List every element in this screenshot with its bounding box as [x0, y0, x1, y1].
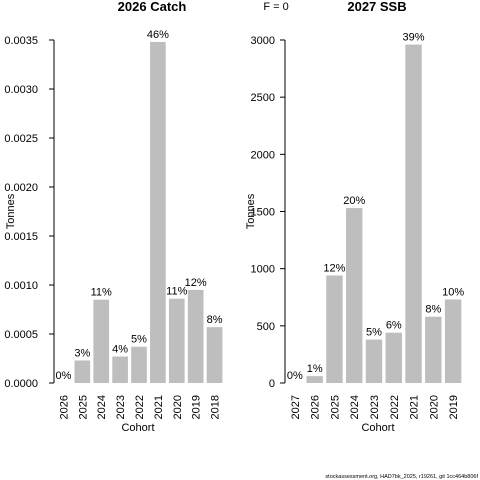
chart-1-x-tick-label-2023: 2023: [115, 395, 127, 419]
chart-2-bar-2024: [346, 208, 363, 383]
chart-2-bar-label-2026: 1%: [307, 363, 323, 375]
chart-2-bar-label-2022: 6%: [386, 320, 402, 332]
chart-1-bar-label-2019: 12%: [185, 277, 207, 289]
chart-2-title: 2027 SSB: [347, 0, 406, 14]
chart-2-bar-label-2027: 0%: [287, 370, 303, 382]
chart-2-bar-label-2019: 10%: [442, 287, 464, 299]
chart-1-y-tick-label: 0.0000: [4, 378, 38, 390]
chart-1-bar-2021: [150, 41, 166, 384]
chart-2-y-tick-label: 1000: [251, 264, 275, 276]
chart-1-bar-label-2026: 0%: [55, 370, 71, 382]
chart-2-bar-2023: [365, 339, 383, 383]
chart-1-y-tick-label: 0.0015: [4, 231, 38, 243]
chart-1-bar-2023: [112, 356, 128, 383]
chart-2-x-tick-label-2025: 2025: [329, 395, 341, 419]
chart-1-bar-label-2022: 5%: [131, 334, 147, 346]
chart-2-bar-2020: [425, 316, 442, 383]
chart-2-x-tick-label-2019: 2019: [448, 395, 460, 419]
chart-1-y-tick-label: 0.0025: [4, 133, 38, 145]
chart-2-x-tick-label-2021: 2021: [409, 395, 421, 419]
chart-1-bar-label-2021: 46%: [147, 29, 169, 41]
chart-2-bar-2021: [405, 44, 422, 383]
chart-2-y-tick-label: 0: [269, 378, 275, 390]
chart-1-x-tick-label-2025: 2025: [77, 395, 89, 419]
chart-1-bar-2024: [93, 299, 110, 383]
chart-1-x-tick-label-2026: 2026: [58, 395, 70, 419]
chart-1-x-tick-label-2019: 2019: [191, 395, 203, 419]
chart-1-y-tick-label: 0.0010: [4, 280, 38, 292]
chart-2-x-tick-label-2024: 2024: [349, 395, 361, 419]
chart-1-y-tick-label: 0.0005: [4, 329, 38, 341]
chart-1-x-tick-label-2021: 2021: [153, 395, 165, 419]
chart-2-y-tick-label: 1500: [251, 207, 275, 219]
chart-2-x-tick-label-2020: 2020: [428, 395, 440, 419]
chart-2-y-tick-label: 2500: [251, 92, 275, 104]
chart-1-bar-label-2025: 3%: [74, 347, 90, 359]
chart-1-x-tick-label-2022: 2022: [134, 395, 146, 419]
chart-2-bar-2026: [306, 376, 323, 383]
chart-1-x-axis-label: Cohort: [121, 422, 154, 434]
chart-2-bar-2022: [385, 332, 402, 383]
chart-1-x-tick-label-2018: 2018: [210, 395, 222, 419]
chart-2-y-tick-label: 3000: [251, 35, 275, 47]
f-label: F = 0: [263, 1, 288, 13]
chart-2-x-tick-label-2023: 2023: [369, 395, 381, 419]
chart-1-y-tick-label: 0.0020: [4, 182, 38, 194]
chart-1-bar-2020: [168, 298, 185, 383]
chart-1-x-tick-label-2024: 2024: [96, 395, 108, 419]
chart-1-bar-label-2024: 11%: [91, 287, 112, 299]
chart-2-bar-2019: [444, 299, 462, 383]
chart-1-y-axis-label: Tonnes: [5, 193, 17, 229]
chart-2-x-axis-label: Cohort: [361, 422, 394, 434]
chart-2-bar-label-2020: 8%: [425, 304, 441, 316]
chart-2-bar-2025: [326, 275, 343, 383]
chart-2-y-axis-label: Tonnes: [245, 193, 257, 229]
chart-1-y-tick-label: 0.0030: [4, 84, 38, 96]
chart-2-bar-label-2023: 5%: [366, 327, 382, 339]
chart-1-bar-2022: [131, 346, 147, 383]
chart-2-x-tick-label-2026: 2026: [310, 395, 322, 419]
footer-source: stockassessment.org, HAD7bk_2025, r19261…: [325, 474, 478, 480]
chart-1-y-tick-label: 0.0035: [4, 35, 38, 47]
chart-2-y-tick-label: 500: [257, 321, 275, 333]
chart-2-bar-label-2024: 20%: [343, 195, 365, 207]
chart-2-x-tick-label-2027: 2027: [290, 395, 302, 419]
chart-1-bar-label-2018: 8%: [207, 314, 223, 326]
chart-1-bar-label-2020: 11%: [166, 286, 187, 298]
chart-1-bar-label-2023: 4%: [112, 344, 128, 356]
chart-1-title: 2026 Catch: [118, 0, 187, 14]
chart-2-bar-label-2021: 39%: [403, 32, 425, 44]
chart-1-bar-2019: [187, 289, 204, 383]
chart-2-bar-label-2025: 12%: [323, 263, 345, 275]
chart-1-bar-2018: [206, 327, 223, 383]
chart-2-x-tick-label-2022: 2022: [389, 395, 401, 419]
chart-2-y-tick-label: 2000: [251, 149, 275, 161]
chart-1-bar-2025: [74, 360, 91, 383]
chart-1-x-tick-label-2020: 2020: [172, 395, 184, 419]
